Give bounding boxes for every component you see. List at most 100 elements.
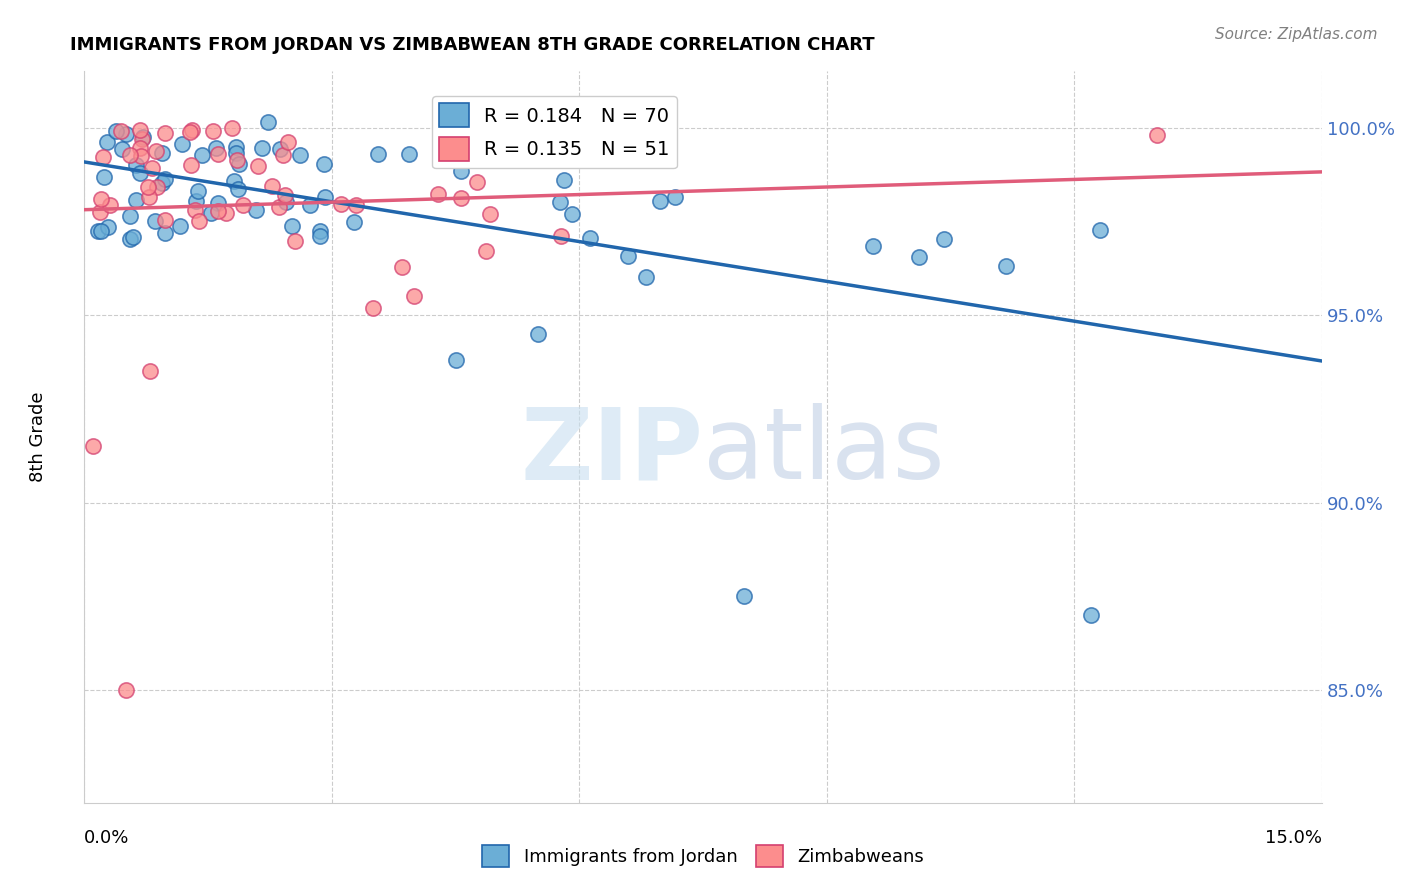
- Point: [128, 123, 150, 137]
- Point: [181, 123, 204, 137]
- Point: [132, 129, 155, 144]
- Point: [1088, 223, 1111, 237]
- Point: [143, 214, 166, 228]
- Point: [153, 126, 176, 140]
- Point: [550, 229, 572, 244]
- Point: [228, 156, 250, 170]
- Point: [86, 224, 108, 238]
- Point: [225, 140, 247, 154]
- Point: [184, 194, 207, 208]
- Point: [479, 207, 502, 221]
- Legend: R = 0.184   N = 70, R = 0.135   N = 51: R = 0.184 N = 70, R = 0.135 N = 51: [432, 95, 678, 169]
- Point: [207, 195, 229, 210]
- Point: [308, 229, 330, 244]
- Text: 15.0%: 15.0%: [1264, 829, 1322, 847]
- Point: [269, 201, 291, 215]
- Point: [207, 147, 229, 161]
- Point: [636, 270, 658, 285]
- Point: [1146, 128, 1168, 142]
- Point: [262, 179, 284, 194]
- Point: [274, 195, 297, 210]
- Point: [150, 145, 173, 160]
- Point: [89, 205, 111, 219]
- Point: [450, 190, 472, 204]
- Point: [118, 232, 141, 246]
- Point: [152, 177, 174, 191]
- Point: [475, 244, 498, 258]
- Point: [114, 683, 136, 698]
- Point: [190, 147, 212, 161]
- Point: [207, 204, 229, 219]
- Point: [225, 153, 247, 167]
- Point: [908, 250, 931, 264]
- Point: [280, 219, 302, 234]
- Point: [145, 145, 167, 159]
- Point: [256, 114, 278, 128]
- Legend: Immigrants from Jordan, Zimbabweans: Immigrants from Jordan, Zimbabweans: [475, 838, 931, 874]
- Point: [111, 143, 134, 157]
- Point: [271, 147, 294, 161]
- Point: [269, 142, 291, 156]
- Point: [309, 224, 332, 238]
- Text: ZIP: ZIP: [520, 403, 703, 500]
- Point: [456, 141, 478, 155]
- Point: [512, 138, 534, 153]
- Point: [172, 136, 194, 151]
- Point: [284, 234, 307, 248]
- Point: [100, 198, 122, 212]
- Point: [224, 174, 246, 188]
- Point: [541, 147, 564, 161]
- Point: [184, 202, 207, 217]
- Point: [104, 124, 127, 138]
- Point: [548, 194, 571, 209]
- Point: [202, 123, 225, 137]
- Point: [245, 203, 267, 218]
- Point: [561, 207, 583, 221]
- Point: [125, 158, 148, 172]
- Point: [136, 180, 159, 194]
- Point: [145, 179, 167, 194]
- Point: [139, 364, 162, 378]
- Point: [93, 170, 115, 185]
- Point: [90, 192, 112, 206]
- Point: [125, 194, 148, 208]
- Point: [118, 148, 141, 162]
- Point: [398, 146, 420, 161]
- Point: [131, 131, 153, 145]
- Point: [367, 147, 389, 161]
- Point: [994, 260, 1017, 274]
- Point: [187, 184, 209, 198]
- Point: [444, 353, 467, 368]
- Point: [314, 190, 336, 204]
- Point: [118, 209, 141, 223]
- Point: [468, 138, 491, 153]
- Y-axis label: 8th Grade: 8th Grade: [30, 392, 48, 483]
- Point: [274, 188, 297, 202]
- Point: [246, 159, 269, 173]
- Point: [579, 230, 602, 244]
- Point: [299, 198, 322, 212]
- Point: [329, 196, 352, 211]
- Point: [155, 172, 177, 186]
- Point: [221, 120, 243, 135]
- Point: [232, 198, 254, 212]
- Point: [96, 135, 118, 149]
- Point: [187, 214, 209, 228]
- Text: atlas: atlas: [703, 403, 945, 500]
- Point: [82, 440, 104, 454]
- Point: [141, 161, 163, 175]
- Point: [226, 182, 249, 196]
- Point: [122, 230, 145, 244]
- Point: [485, 135, 508, 149]
- Point: [391, 260, 413, 274]
- Point: [200, 205, 222, 219]
- Point: [169, 219, 191, 233]
- Point: [97, 220, 120, 235]
- Point: [91, 150, 114, 164]
- Point: [1080, 608, 1102, 623]
- Text: 0.0%: 0.0%: [84, 829, 129, 847]
- Point: [115, 127, 138, 141]
- Point: [90, 224, 112, 238]
- Text: IMMIGRANTS FROM JORDAN VS ZIMBABWEAN 8TH GRADE CORRELATION CHART: IMMIGRANTS FROM JORDAN VS ZIMBABWEAN 8TH…: [70, 36, 875, 54]
- Point: [180, 158, 202, 172]
